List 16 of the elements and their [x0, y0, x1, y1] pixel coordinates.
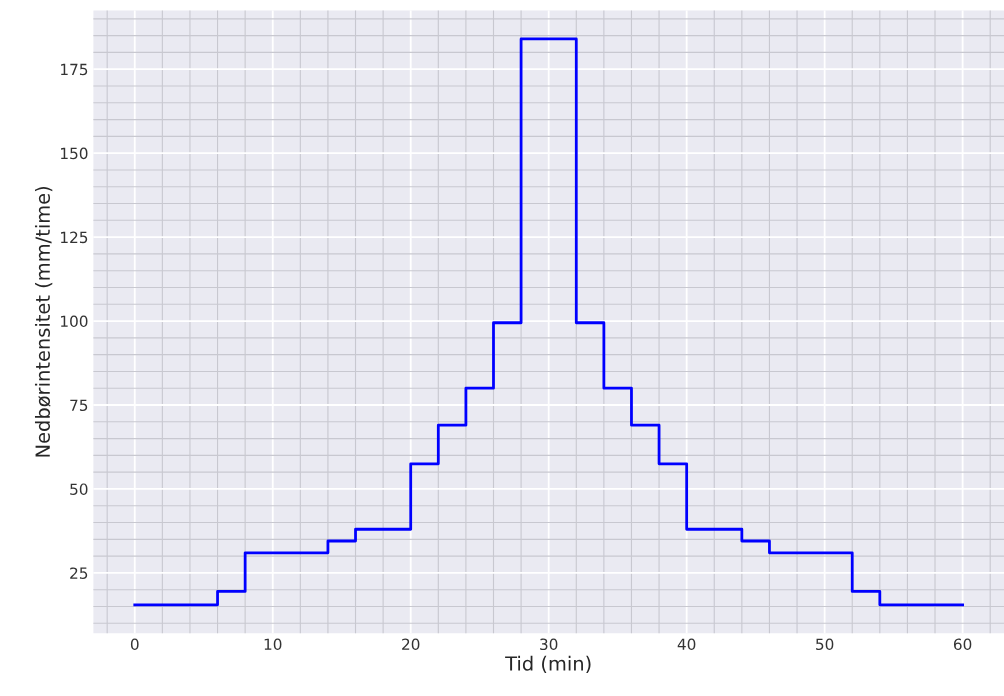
x-tick-label: 20: [402, 638, 420, 651]
y-tick-label: 25: [70, 567, 88, 579]
y-tick-label: 100: [61, 315, 88, 328]
y-tick-label: 125: [61, 231, 88, 244]
y-tick-label: 150: [61, 147, 88, 160]
x-tick-label: 50: [816, 638, 834, 651]
x-tick-label: 40: [677, 638, 696, 651]
x-axis-title: Tid (min): [505, 655, 591, 674]
x-tick-label: 0: [130, 638, 139, 651]
x-tick-label: 30: [540, 638, 558, 651]
y-axis-title: Nedbørintensitet (mm/time): [34, 186, 53, 457]
x-tick-label: 60: [953, 638, 972, 651]
y-tick-label: 75: [70, 399, 88, 412]
y-tick-label: 50: [70, 483, 88, 495]
x-tick-label: 10: [264, 638, 282, 651]
y-tick-label: 175: [61, 63, 88, 76]
